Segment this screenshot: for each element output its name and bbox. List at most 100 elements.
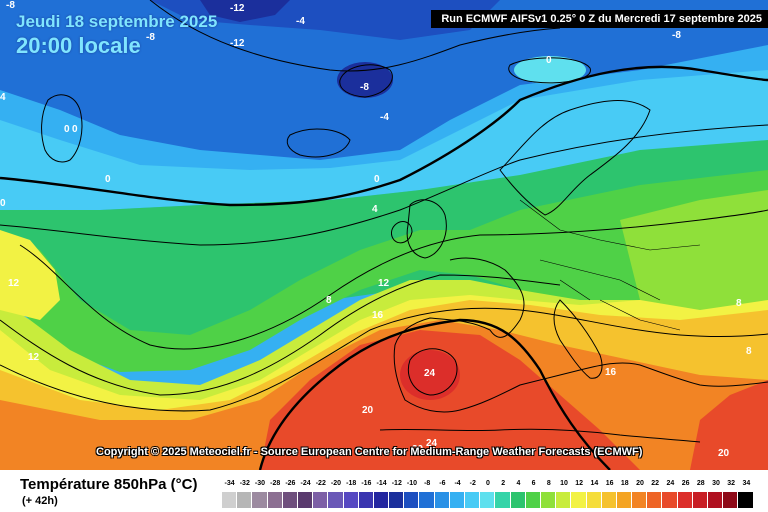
scale-swatch xyxy=(616,492,633,508)
british-isles-coast xyxy=(406,199,447,259)
map-label: 8 xyxy=(736,298,742,309)
map-label: 20 xyxy=(412,444,424,455)
map-label: 4 xyxy=(0,92,6,103)
contour-16 xyxy=(0,307,768,412)
scale-tick-label: -18 xyxy=(346,480,357,487)
scale-tick-label: 26 xyxy=(681,480,690,487)
temperature-map: -8 -12 -4 -8 -12 -8 -8 -4 0 0 0 4 0 0 4 … xyxy=(0,0,768,470)
scale-swatch xyxy=(313,492,329,508)
ireland-coast xyxy=(391,221,413,244)
scale-tick-label: -20 xyxy=(330,480,342,487)
scale-tick-label: -2 xyxy=(469,480,476,487)
model-run-info: Run ECMWF AIFSv1 0.25° 0 Z du Mercredi 1… xyxy=(431,10,768,28)
scale-tick-label: -32 xyxy=(239,480,250,487)
map-label: -12 xyxy=(230,38,245,49)
map-label: -12 xyxy=(230,3,245,14)
scale-tick-label: 10 xyxy=(560,480,568,487)
scale-swatch xyxy=(525,492,541,508)
scale-tick-label: 2 xyxy=(501,480,506,487)
contour-minus8 xyxy=(339,64,393,98)
scandinavia-coast xyxy=(499,100,651,216)
scale-swatch xyxy=(282,492,298,508)
contour-20-spain xyxy=(258,318,611,470)
scale-swatch xyxy=(434,492,450,508)
scale-tick-label: -28 xyxy=(270,480,281,487)
scale-swatch xyxy=(389,492,405,508)
contour-8 xyxy=(19,209,768,350)
scale-tick-label: 0 xyxy=(486,480,490,487)
scale-swatch xyxy=(540,492,557,508)
contour-4 xyxy=(0,124,768,246)
scale-tick-label: 30 xyxy=(712,480,720,487)
scale-tick-label: -34 xyxy=(224,480,235,487)
map-label: 8 xyxy=(746,346,752,357)
map-label: 16 xyxy=(372,310,384,321)
greenland-coast xyxy=(41,94,83,163)
scale-swatch xyxy=(480,492,496,508)
scale-tick-label: -14 xyxy=(376,480,387,487)
scale-swatch xyxy=(647,492,663,508)
scale-tick-label: -6 xyxy=(439,480,446,487)
contour-zero-greenland xyxy=(508,57,591,84)
east-europe-borders xyxy=(519,199,701,331)
scale-tick-label: 18 xyxy=(620,480,629,487)
map-label: 0 xyxy=(64,124,70,135)
scale-tick-label: 24 xyxy=(666,480,675,487)
scale-swatch xyxy=(358,492,374,508)
scale-tick-label: -24 xyxy=(300,480,311,487)
map-label: -8 xyxy=(6,0,15,11)
forecast-lead-time: (+ 42h) xyxy=(22,495,58,507)
scale-tick-label: 8 xyxy=(546,480,551,487)
map-label: -8 xyxy=(360,82,369,93)
scale-swatch xyxy=(297,492,314,508)
scale-swatch xyxy=(328,492,344,508)
forecast-time: 20:00 locale xyxy=(16,33,141,58)
field-green-band xyxy=(0,170,768,372)
scale-swatch xyxy=(738,492,754,508)
field-cool-band xyxy=(0,70,768,210)
map-label: 0 xyxy=(374,174,380,185)
contour-value-labels: -8 -12 -4 -8 -12 -8 -8 -4 0 0 0 4 0 0 4 … xyxy=(0,0,752,459)
scale-tick-label: 6 xyxy=(531,480,536,487)
scale-swatch xyxy=(373,492,390,508)
field-very-hot-band xyxy=(260,330,640,470)
map-label: -4 xyxy=(380,112,389,123)
field-hot-east xyxy=(690,380,768,470)
map-label: 0 xyxy=(546,55,552,66)
field-west-yellow-patch xyxy=(0,230,60,320)
contour-lines xyxy=(0,0,768,470)
scale-tick-label: 14 xyxy=(590,480,599,487)
scale-tick-label: 20 xyxy=(636,480,644,487)
scale-tick-label: 4 xyxy=(516,480,521,487)
scale-swatch xyxy=(692,492,708,508)
map-label: 0 xyxy=(0,198,6,209)
scale-tick-label: -12 xyxy=(391,480,402,487)
map-label: 24 xyxy=(424,368,436,379)
map-label: 8 xyxy=(326,295,332,306)
scale-swatch xyxy=(632,492,648,508)
scale-swatch xyxy=(601,492,617,508)
scale-swatch xyxy=(449,492,465,508)
scale-swatch xyxy=(662,492,678,508)
contour-minus4 xyxy=(149,0,561,72)
scale-swatch xyxy=(677,492,693,508)
map-label: 4 xyxy=(372,204,378,215)
scale-swatch xyxy=(237,492,253,508)
scale-swatch xyxy=(222,492,238,508)
scale-swatch xyxy=(343,492,359,508)
scale-swatch xyxy=(465,492,481,508)
legend-title: Température 850hPa (°C) xyxy=(20,476,198,493)
color-scale xyxy=(222,492,754,508)
iceland-coast xyxy=(286,128,351,158)
map-label: -8 xyxy=(672,30,681,41)
scale-tick-label: -8 xyxy=(424,480,431,487)
scale-swatch xyxy=(404,492,420,508)
map-label: 0 xyxy=(72,124,78,135)
scale-tick-label: -10 xyxy=(406,480,418,487)
scale-tick-label: -4 xyxy=(454,480,461,487)
scale-tick-label: 34 xyxy=(742,480,751,487)
map-label: 12 xyxy=(378,278,390,289)
scale-tick-label: -22 xyxy=(315,480,326,487)
contour-24 xyxy=(407,348,458,396)
scale-swatch xyxy=(723,492,739,508)
